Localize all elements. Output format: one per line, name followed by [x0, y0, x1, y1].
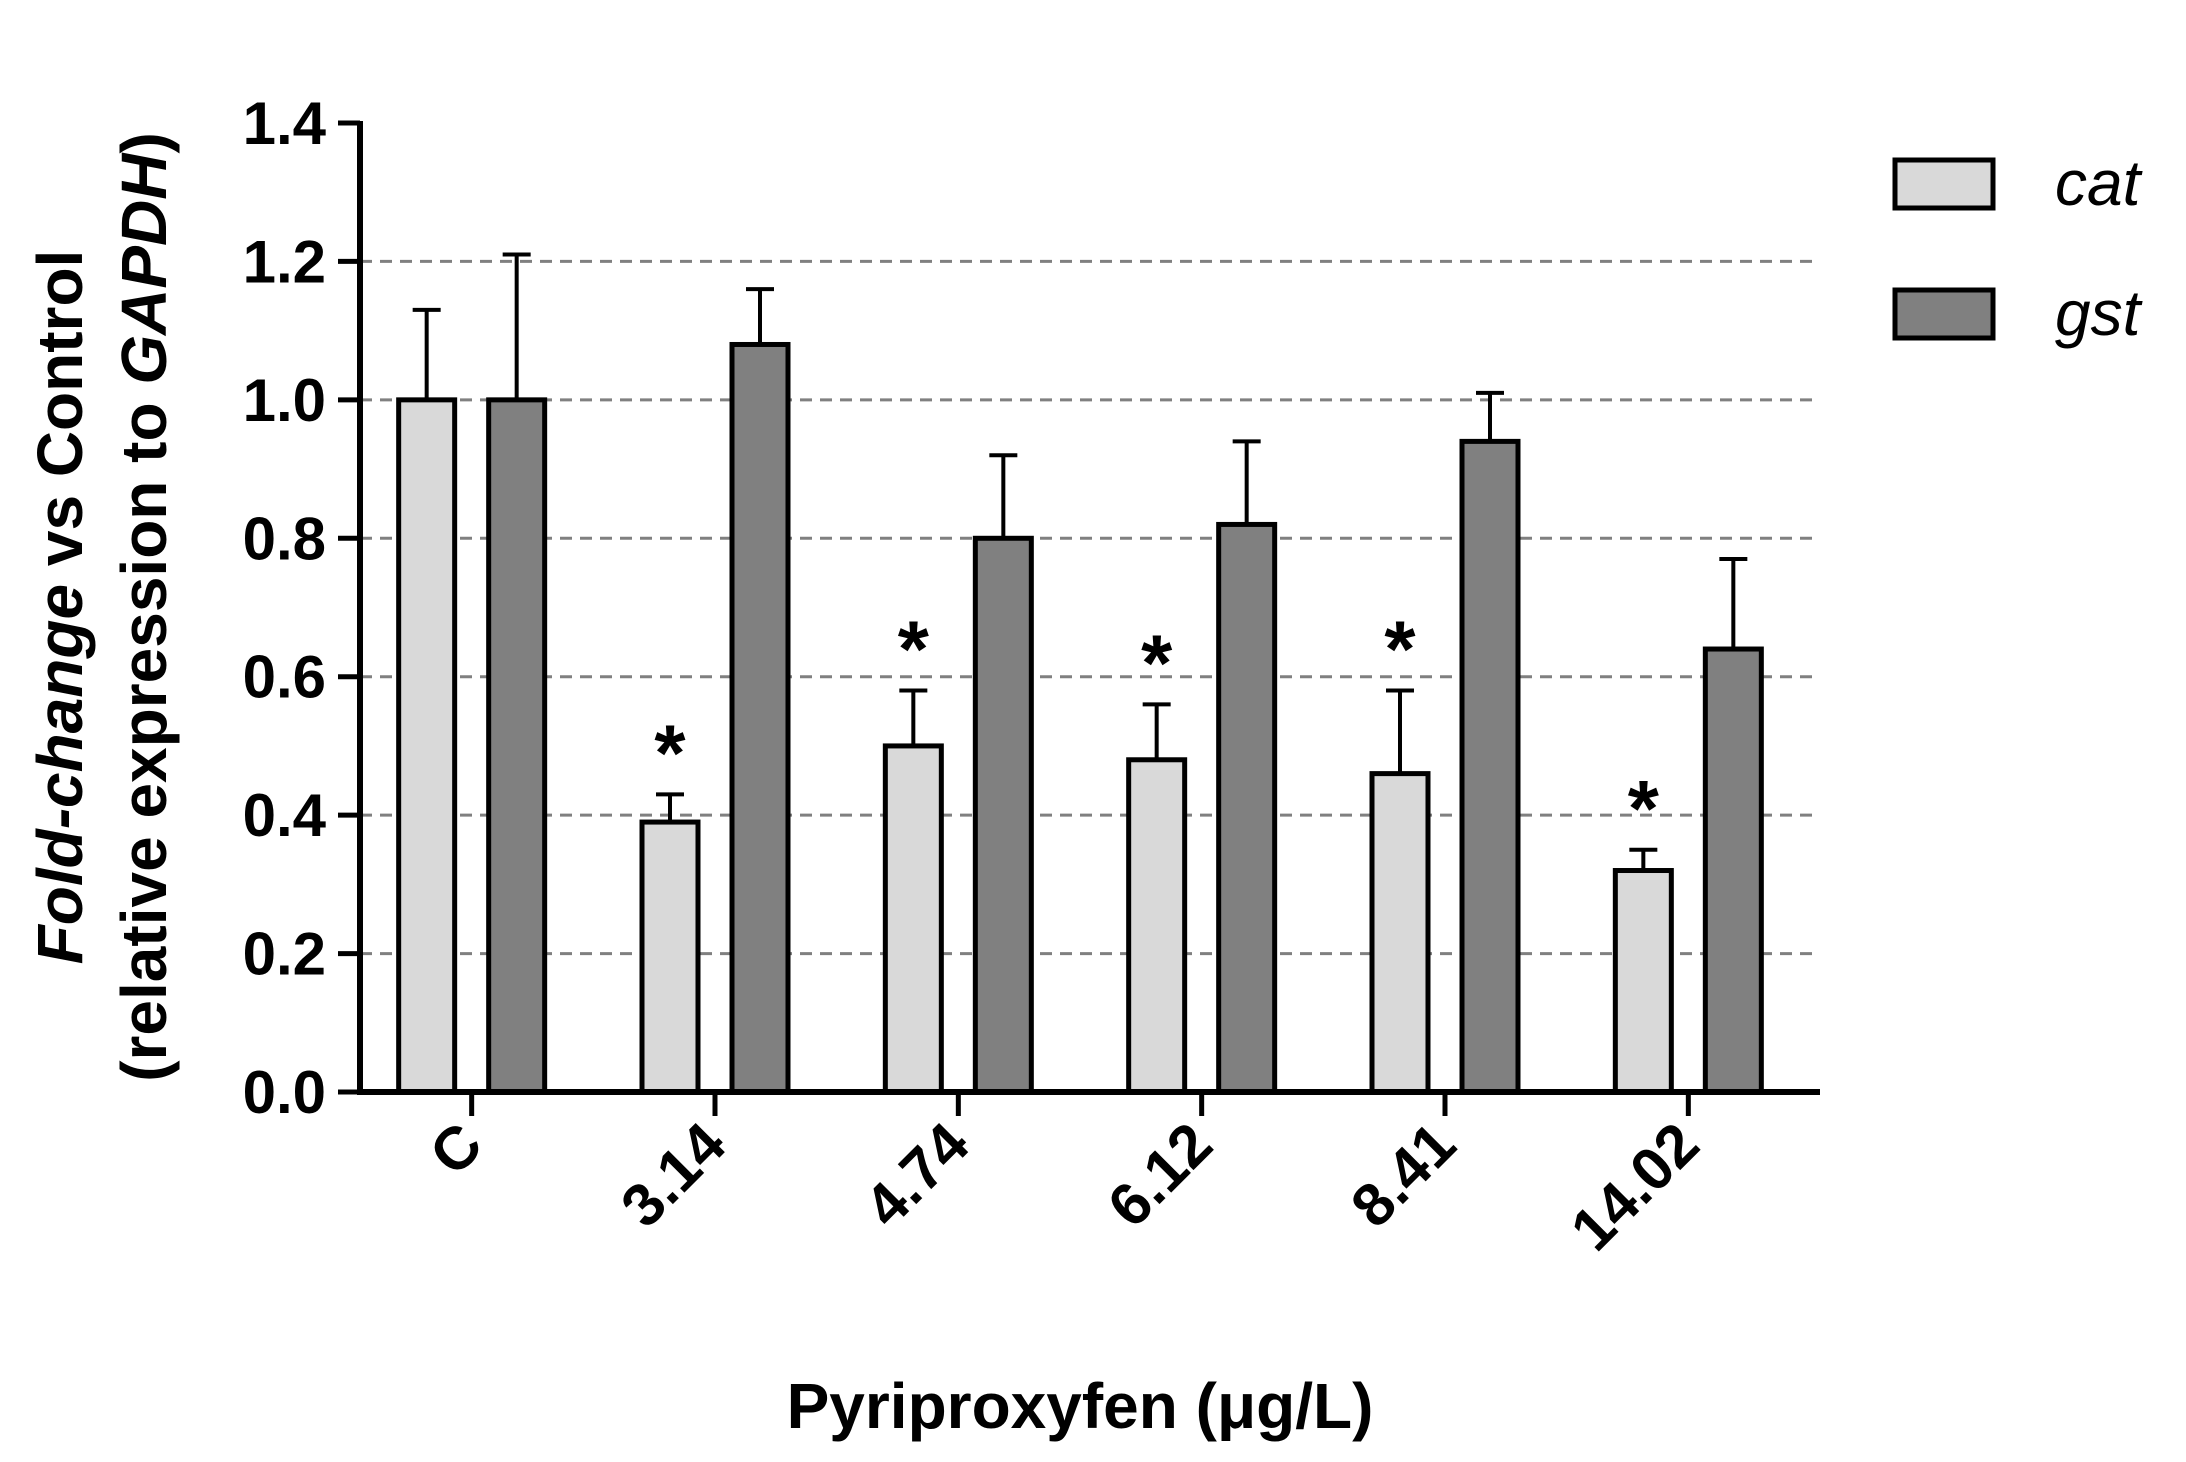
significance-marker: *: [898, 605, 930, 694]
y-axis-title-part: ): [108, 132, 180, 153]
y-tick-label: 0.4: [243, 782, 327, 849]
x-tick-label: 4.74: [852, 1109, 982, 1239]
y-axis-title-part: Fold-change: [24, 584, 96, 964]
bar-gst-6.12: [1216, 521, 1278, 1095]
legend-label-gst: gst: [2055, 277, 2143, 349]
y-axis-title-part: GAPDH: [108, 152, 180, 385]
legend: cat gst: [1892, 147, 2143, 349]
y-axis-title-line: (relative expression to GAPDH): [108, 132, 180, 1082]
significance-marker: *: [1141, 618, 1173, 707]
x-tick-label: 8.41: [1338, 1110, 1468, 1240]
y-tick-label: 0.6: [243, 644, 326, 711]
y-axis-title-part: vs Control: [24, 250, 96, 584]
y-tick-label: 1.2: [243, 228, 326, 295]
significance-marker: *: [1384, 605, 1416, 694]
legend-swatch-gst: [1892, 287, 1996, 341]
bar-gst-C: [486, 397, 548, 1095]
labels-group: C * 3.14 * 4.74 * 6.12 * 8.41 * 14.02 0.0 0.2 0.4 0.6 0…: [24, 90, 1712, 1442]
legend-label-cat: cat: [2055, 147, 2143, 219]
y-axis-title-part: (relative expression to: [108, 385, 180, 1082]
y-tick-label: 0.0: [243, 1059, 326, 1126]
y-tick-label: 0.2: [243, 921, 326, 988]
bar-gst-4.74: [972, 535, 1034, 1095]
bar-cat-14.02: [1612, 868, 1674, 1095]
bar-gst-14.02: [1702, 646, 1764, 1095]
x-axis-title: Pyriproxyfen (μg/L): [787, 1370, 1374, 1442]
gridlines: [360, 259, 1820, 956]
bar-gst-3.14: [729, 341, 791, 1095]
y-axis-title-line: Fold-change vs Control: [24, 250, 96, 965]
bar-cat-3.14: [639, 819, 701, 1095]
bar-gst-8.41: [1459, 438, 1521, 1095]
y-tick-label: 1.0: [243, 367, 326, 434]
y-tick-label: 1.4: [243, 90, 327, 157]
bars-group: [396, 252, 1764, 1095]
bar-cat-8.41: [1369, 771, 1431, 1095]
axes: [338, 120, 1820, 1116]
bar-cat-6.12: [1126, 757, 1188, 1095]
x-tick-label: 6.12: [1095, 1110, 1225, 1240]
legend-swatch-cat: [1892, 157, 1996, 211]
significance-marker: *: [654, 708, 686, 797]
significance-marker: *: [1628, 764, 1660, 853]
x-tick-label: 3.14: [608, 1109, 738, 1239]
x-tick-label: C: [417, 1110, 495, 1188]
bar-cat-4.74: [882, 743, 944, 1095]
y-tick-label: 0.8: [243, 505, 326, 572]
bar-cat-C: [396, 397, 458, 1095]
x-tick-label: 14.02: [1558, 1110, 1712, 1264]
